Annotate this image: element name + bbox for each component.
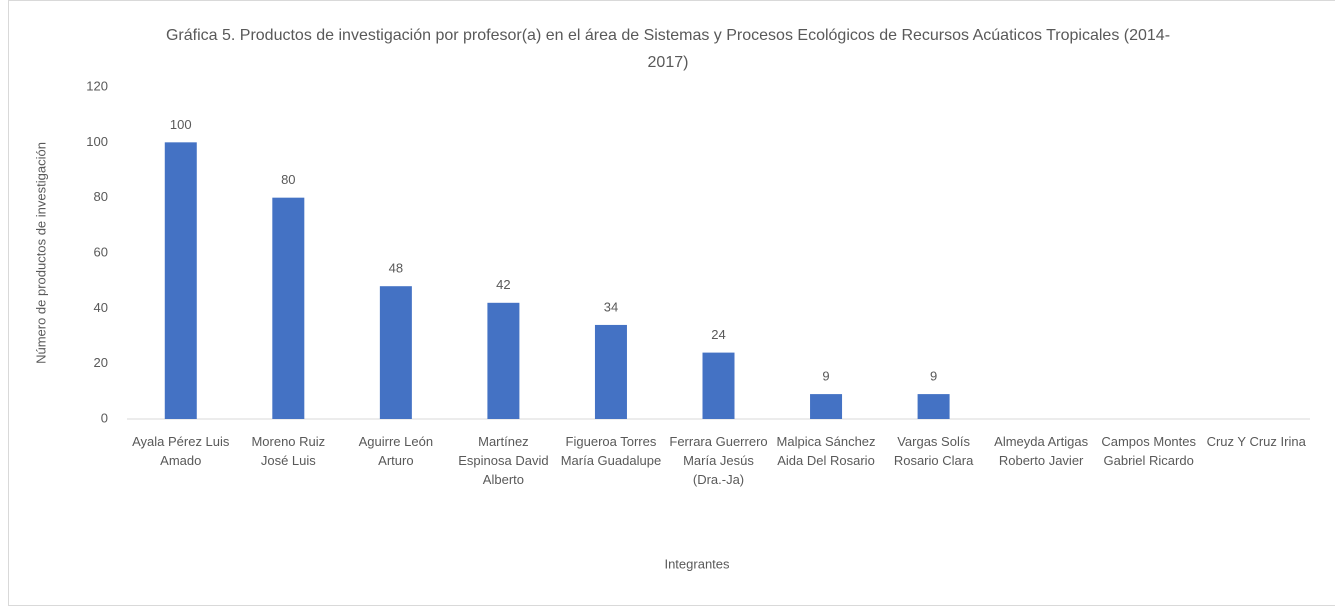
y-tick-label: 80 <box>94 189 108 204</box>
x-tick-label: Martínez Espinosa David Alberto <box>458 434 549 487</box>
x-tick-label: Cruz Y Cruz Irina <box>1206 434 1306 449</box>
x-axis-title: Integrantes <box>664 556 730 571</box>
bar <box>594 324 627 419</box>
y-tick-label: 40 <box>94 300 108 315</box>
chart-border <box>8 0 1335 606</box>
data-label: 100 <box>170 117 192 132</box>
bar <box>702 352 735 419</box>
data-label: 9 <box>930 369 937 384</box>
x-tick-label: Almeyda Artigas Roberto Javier <box>994 434 1089 468</box>
x-tick-label: Figueroa Torres María Guadalupe <box>560 434 662 468</box>
data-label: 24 <box>711 327 725 342</box>
y-tick-label: 60 <box>94 244 108 259</box>
data-label: 80 <box>281 172 295 187</box>
bar <box>164 142 197 420</box>
x-tick-label: Vargas Solís Rosario Clara <box>893 434 974 468</box>
x-tick-label: Ayala Pérez Luis Amado <box>132 434 230 468</box>
x-tick-label: Campos Montes Gabriel Ricardo <box>1101 434 1196 468</box>
chart-title: Gráfica 5. Productos de investigación po… <box>165 27 1171 71</box>
bar <box>272 197 305 419</box>
x-tick-label: Moreno Ruiz José Luis <box>251 434 326 468</box>
x-tick-label: Ferrara Guerrero María Jesús (Dra.-Ja) <box>669 434 768 487</box>
y-tick-label: 20 <box>94 355 108 370</box>
data-label: 42 <box>496 277 510 292</box>
y-axis-title: Número de productos de investigación <box>33 142 48 364</box>
y-tick-label: 0 <box>101 410 108 425</box>
data-label: 9 <box>822 369 829 384</box>
data-label: 48 <box>389 261 403 276</box>
bar <box>810 394 843 419</box>
y-tick-label: 120 <box>86 78 108 93</box>
x-tick-label: Aguirre León Arturo <box>358 434 434 468</box>
bar <box>379 286 412 419</box>
bar <box>487 302 520 419</box>
data-label: 34 <box>604 299 618 314</box>
bar <box>917 394 950 419</box>
x-tick-label: Malpica Sánchez Aida Del Rosario <box>776 434 876 468</box>
y-tick-label: 100 <box>86 134 108 149</box>
